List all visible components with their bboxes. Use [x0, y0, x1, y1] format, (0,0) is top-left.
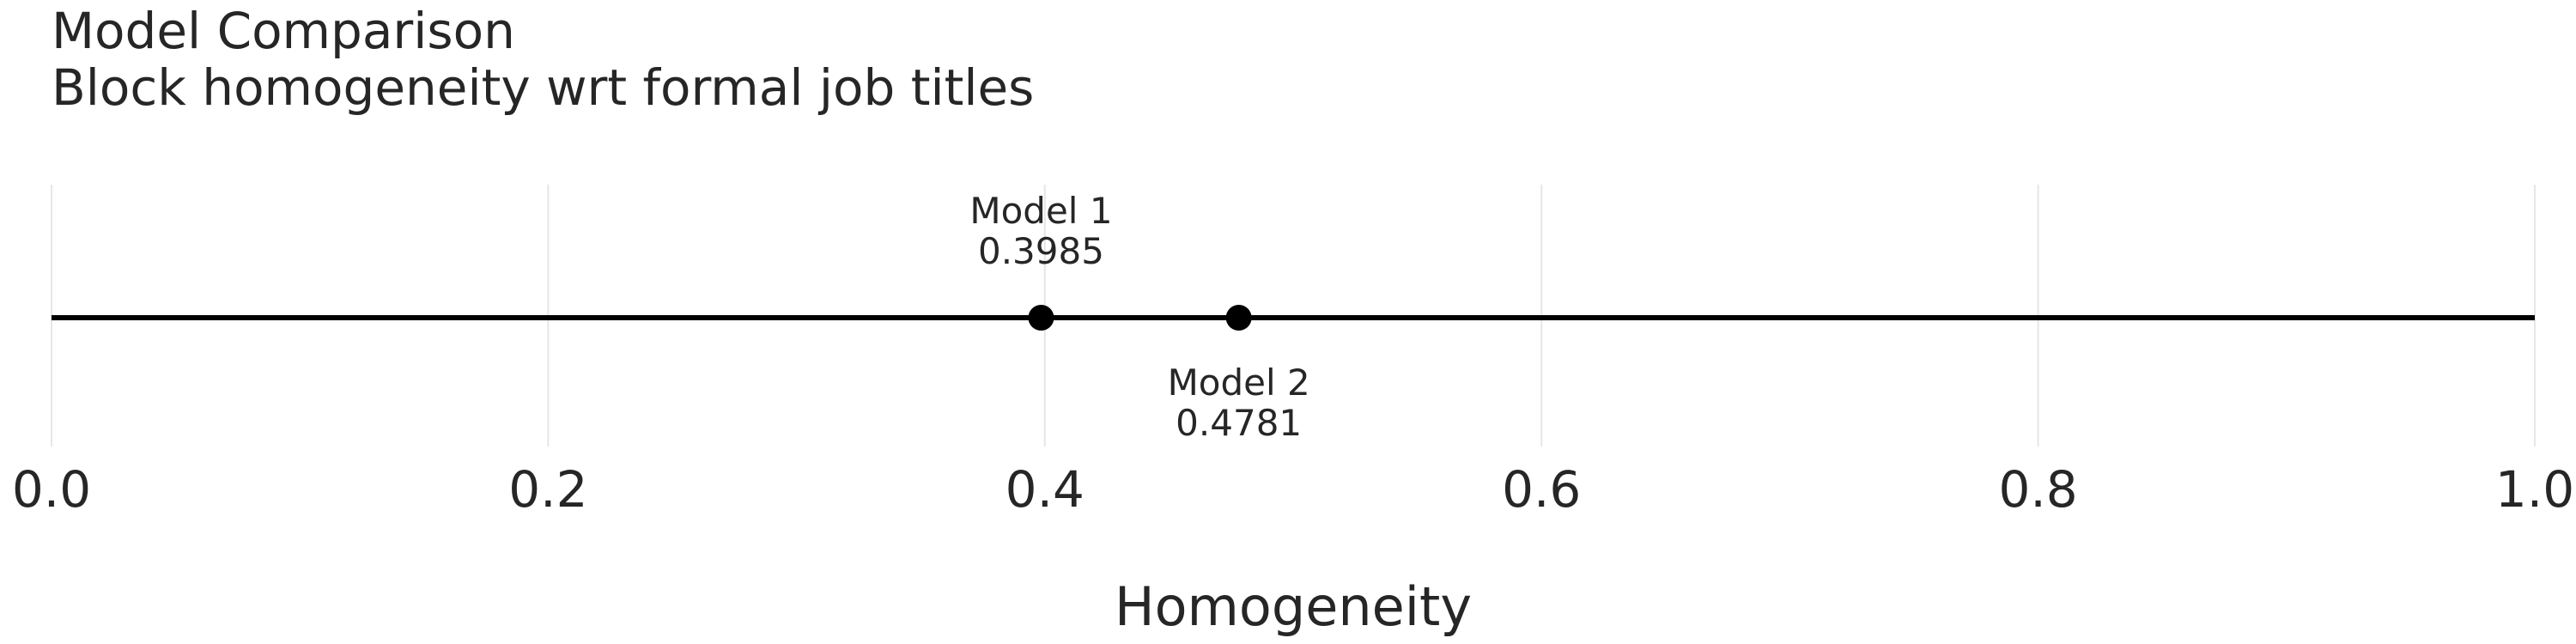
x-tick-label: 0.2: [508, 460, 587, 519]
point-name-label: Model 2: [1168, 361, 1310, 404]
point-value-label: 0.3985: [978, 230, 1104, 272]
x-tick-label: 0.8: [1998, 460, 2077, 519]
chart-title: Model Comparison: [52, 2, 515, 60]
chart-subtitle: Block homogeneity wrt formal job titles: [52, 58, 1034, 117]
x-tick-label: 1.0: [2495, 460, 2574, 519]
data-point: [1028, 305, 1054, 331]
x-tick-label: 0.6: [1502, 460, 1581, 519]
x-axis-label: Homogeneity: [1115, 575, 1472, 638]
x-tick-label: 0.4: [1005, 460, 1084, 519]
x-tick-label: 0.0: [12, 460, 91, 519]
point-name-label: Model 1: [969, 190, 1112, 232]
point-value-label: 0.4781: [1176, 402, 1302, 444]
data-points: [1028, 305, 1252, 331]
data-point: [1225, 305, 1252, 331]
point-labels: Model 10.3985 Model 20.4781: [969, 190, 1309, 444]
x-axis-ticks: 0.0 0.2 0.4 0.6 0.8 1.0: [12, 460, 2574, 519]
